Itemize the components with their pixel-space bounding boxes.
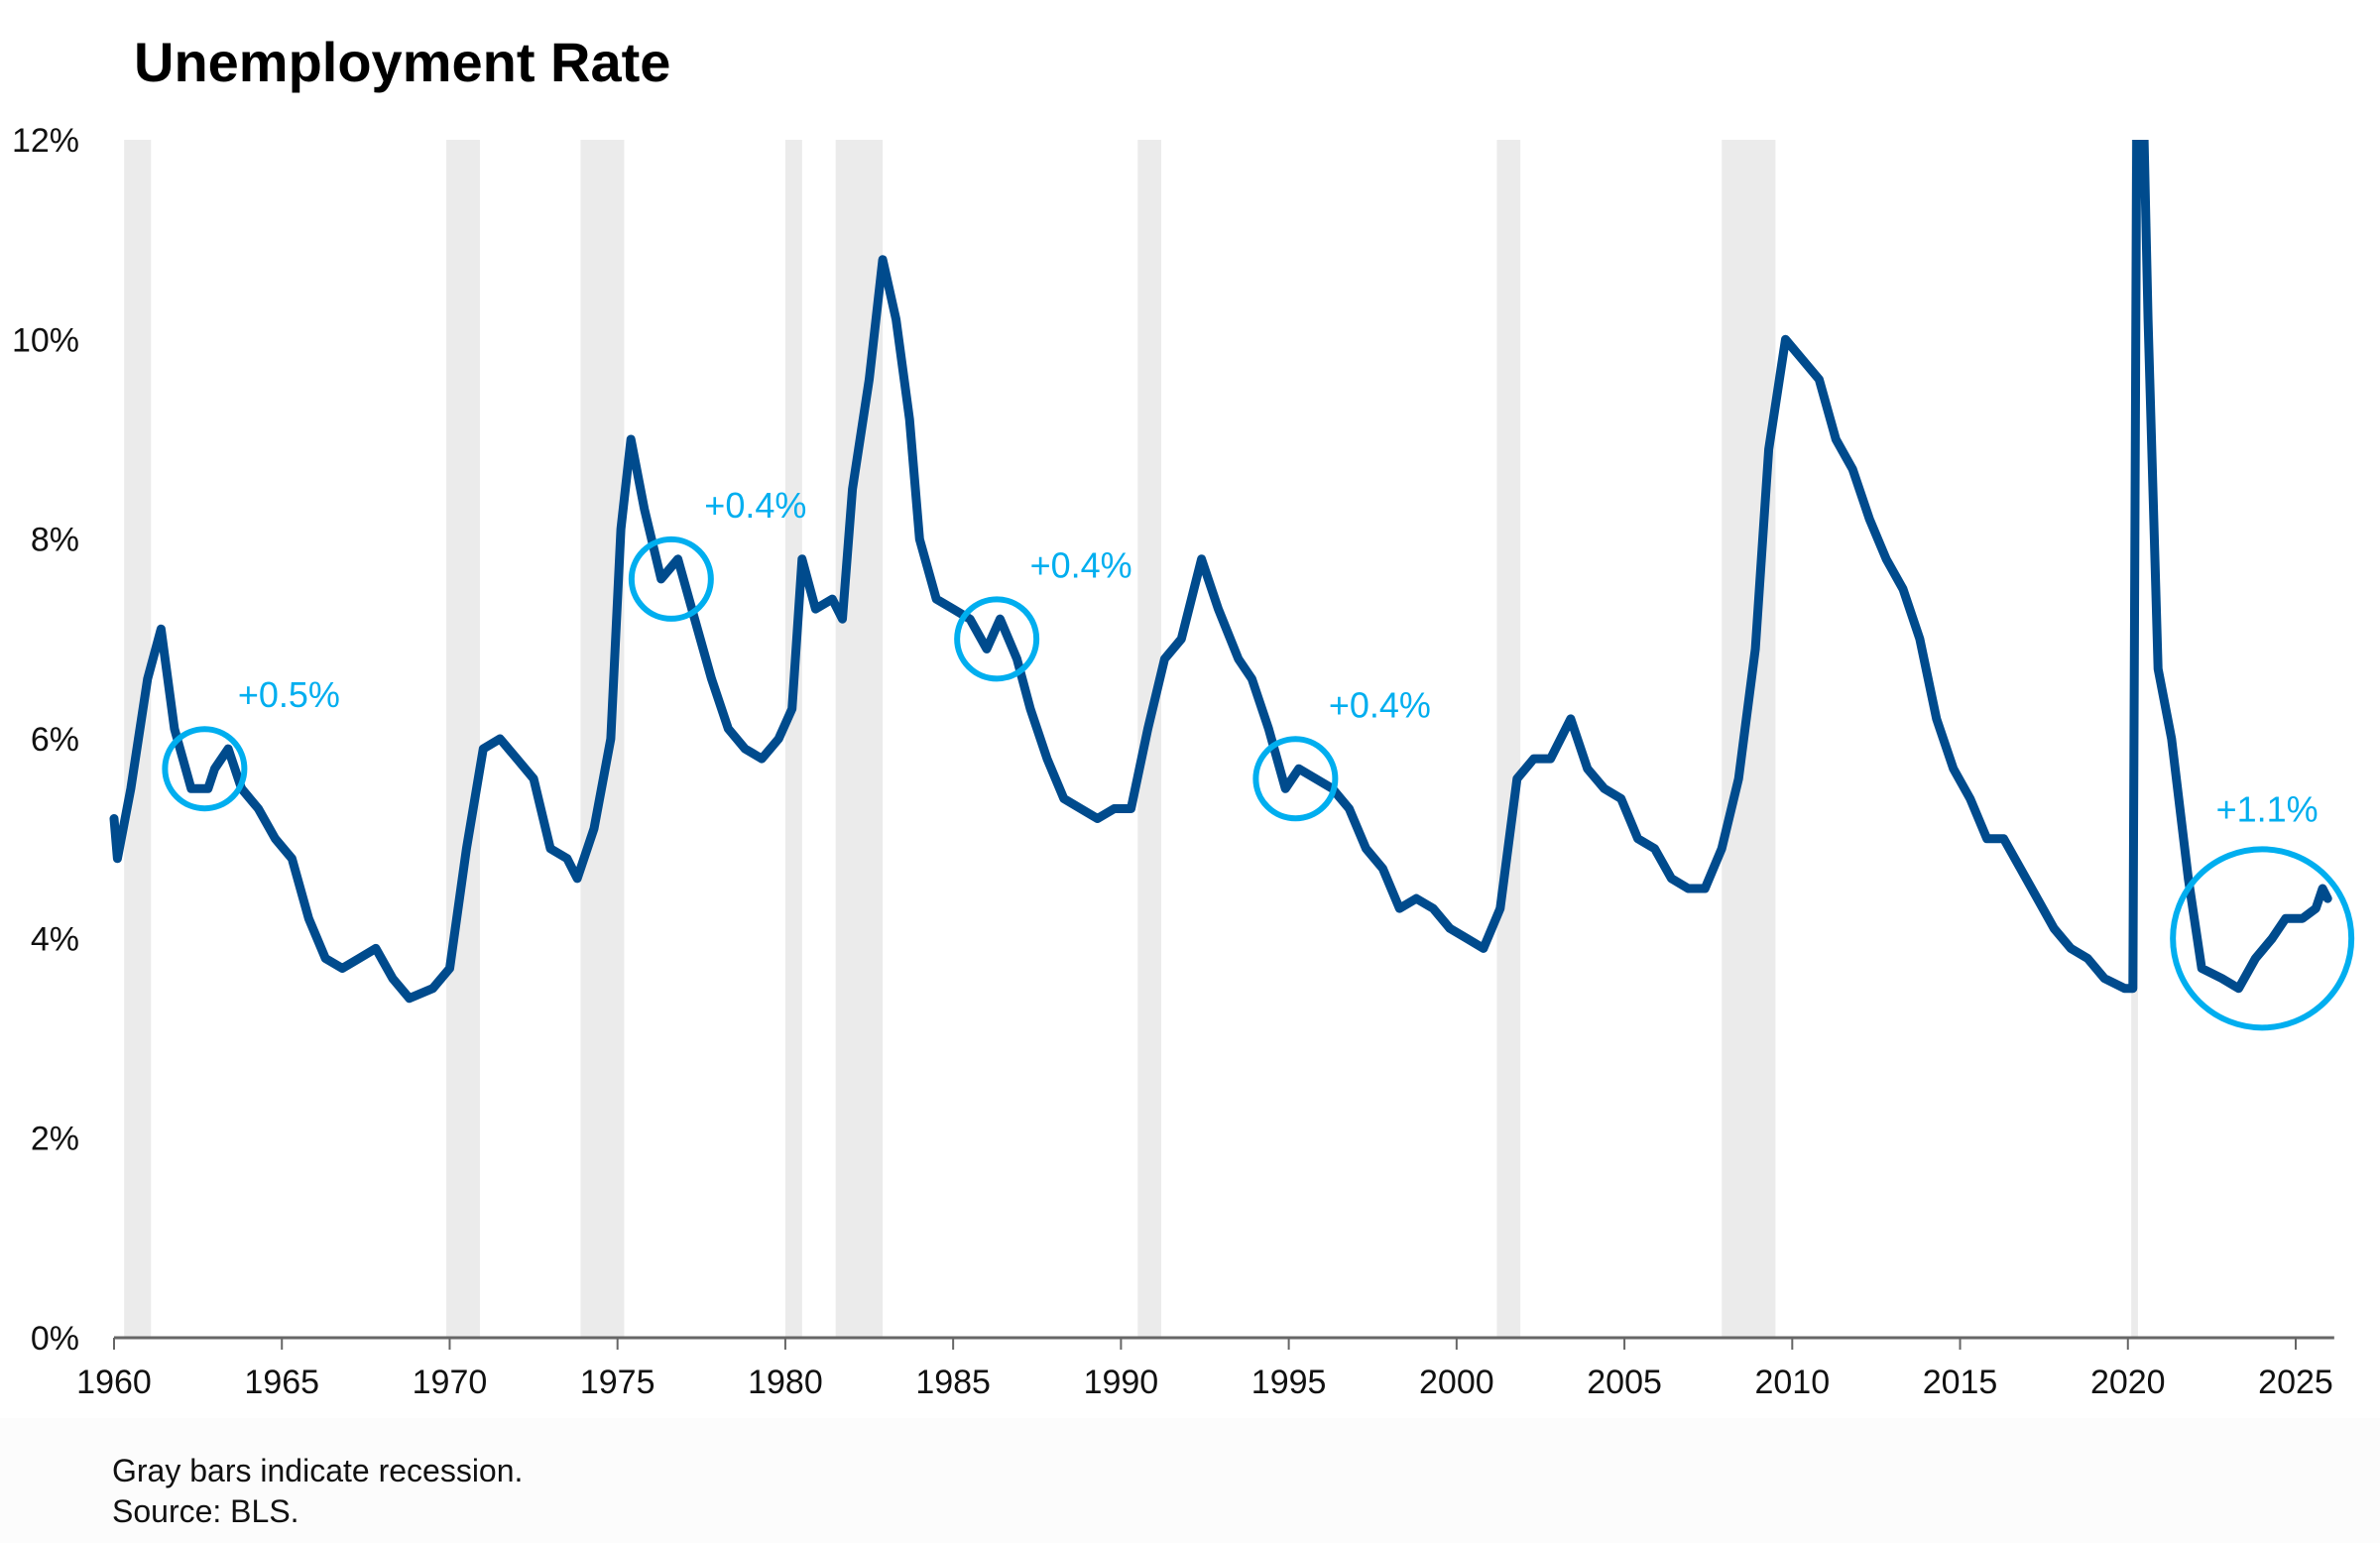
x-tick-label: 1985 bbox=[915, 1364, 991, 1401]
annotation-circle bbox=[162, 726, 248, 812]
x-tick-label: 1960 bbox=[76, 1364, 152, 1401]
x-tick-label: 2010 bbox=[1754, 1364, 1830, 1401]
annotation-label: +0.4% bbox=[1030, 544, 1132, 585]
recession-note: Gray bars indicate recession. bbox=[112, 1453, 524, 1488]
x-tick-label: 2020 bbox=[2090, 1364, 2166, 1401]
x-tick-label: 1995 bbox=[1251, 1364, 1327, 1401]
annotation-label: +0.4% bbox=[704, 485, 806, 526]
annotation-circle bbox=[1252, 736, 1339, 822]
recession-bar bbox=[580, 140, 625, 1338]
annotation-circle bbox=[2170, 846, 2355, 1031]
y-tick-label: 2% bbox=[31, 1121, 79, 1158]
x-tick-label: 1980 bbox=[748, 1364, 823, 1401]
recession-bar bbox=[1722, 140, 1776, 1338]
y-tick-label: 8% bbox=[31, 522, 79, 559]
annotation-circle bbox=[954, 596, 1040, 682]
x-tick-label: 1970 bbox=[413, 1364, 488, 1401]
footer: Gray bars indicate recession. Source: BL… bbox=[0, 1418, 2380, 1543]
x-tick-label: 1975 bbox=[580, 1364, 655, 1401]
recession-bar bbox=[784, 140, 802, 1338]
y-tick-label: 12% bbox=[12, 122, 79, 160]
annotation-label: +1.1% bbox=[2216, 788, 2319, 829]
x-tick-label: 1990 bbox=[1084, 1364, 1159, 1401]
chart-title: Unemployment Rate bbox=[134, 31, 671, 93]
x-tick-label: 2000 bbox=[1419, 1364, 1494, 1401]
unemployment-rate-line bbox=[109, 140, 2332, 1004]
recession-bar bbox=[1496, 140, 1521, 1338]
annotation-label: +0.5% bbox=[238, 674, 340, 715]
y-tick-label: 6% bbox=[31, 721, 79, 759]
annotation-circle bbox=[628, 535, 714, 622]
y-tick-label: 4% bbox=[31, 920, 79, 958]
x-tick-label: 2005 bbox=[1587, 1364, 1662, 1401]
source-note: Source: BLS. bbox=[112, 1493, 299, 1529]
recession-bar bbox=[446, 140, 480, 1338]
annotation-label: +0.4% bbox=[1329, 684, 1431, 725]
x-tick-label: 2015 bbox=[1923, 1364, 1998, 1401]
x-tick-label: 1965 bbox=[244, 1364, 319, 1401]
y-tick-label: 0% bbox=[31, 1320, 79, 1358]
y-tick-label: 10% bbox=[12, 321, 79, 359]
x-tick-label: 2025 bbox=[2258, 1364, 2333, 1401]
